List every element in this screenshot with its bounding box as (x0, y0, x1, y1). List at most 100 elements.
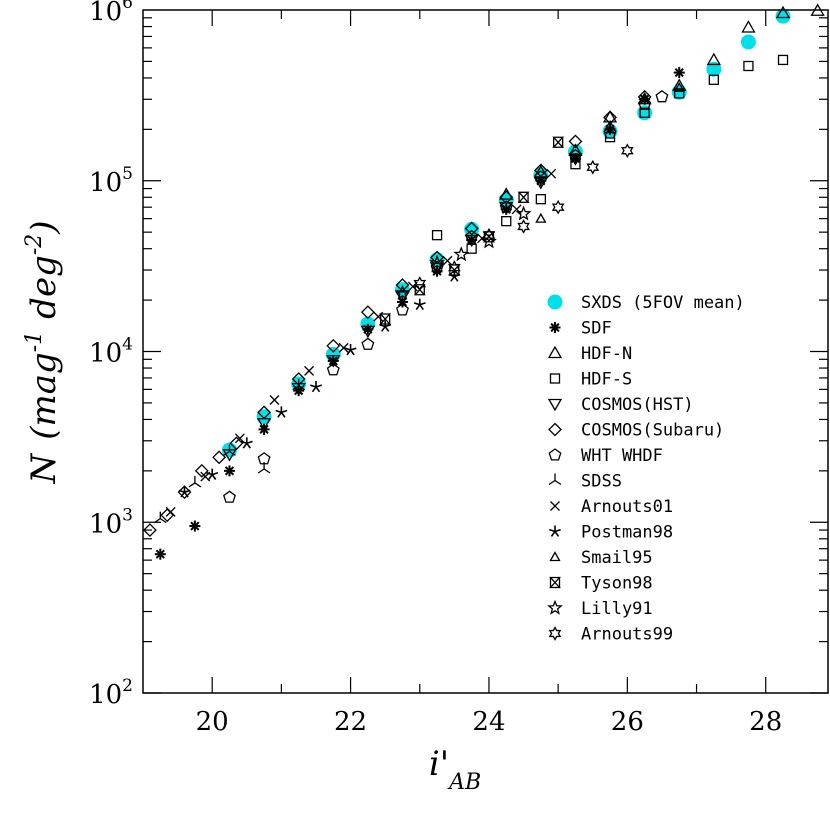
point-hdf-n (775, 5, 791, 19)
point-hdf-s (708, 74, 719, 85)
legend-entry-hdf-s: HDF-S (549, 370, 632, 390)
legend-marker-hdf-n (547, 345, 563, 359)
point-postman98 (240, 437, 253, 449)
point-cosmos-subaru (603, 110, 617, 125)
point-cosmos-subaru (194, 463, 209, 478)
point-cosmos-subaru (212, 450, 227, 465)
series-sdss (153, 378, 306, 524)
legend-label-tyson98: Tyson98 (581, 574, 653, 594)
point-lilly91 (515, 205, 532, 221)
point-postman98 (310, 380, 322, 393)
legend-marker-tyson98 (549, 576, 561, 589)
point-cosmos-subaru (430, 250, 444, 265)
point-sxds-5fov-mean (533, 167, 549, 183)
point-cosmos-subaru (637, 89, 652, 104)
point-cosmos-hst (533, 177, 548, 190)
legend-entry-hdf-n: HDF-N (547, 344, 632, 364)
point-wht-whdf (568, 148, 582, 162)
point-cosmos-subaru (499, 190, 514, 205)
point-smail95 (604, 119, 616, 130)
point-sdf (327, 355, 339, 367)
legend-label-postman98: Postman98 (581, 523, 673, 543)
point-hdf-s (570, 159, 581, 170)
legend-entry-arnouts01: Arnouts01 (550, 497, 673, 517)
x-tick-label: 22 (334, 707, 367, 737)
point-smail95 (673, 82, 685, 93)
point-hdf-s (604, 132, 616, 143)
point-wht-whdf (430, 260, 444, 274)
point-postman98 (178, 486, 191, 498)
point-hdf-n (672, 78, 687, 91)
point-cosmos-subaru (326, 338, 341, 353)
legend-marker-postman98 (549, 525, 561, 537)
legend-label-wht-whdf: WHT WHDF (581, 446, 663, 466)
point-cosmos-hst (464, 234, 479, 248)
point-lilly91 (394, 284, 411, 300)
legend-marker-arnouts99 (548, 626, 562, 641)
point-arnouts01 (165, 506, 176, 517)
point-arnouts99 (482, 227, 496, 243)
point-hdf-s (777, 54, 789, 66)
y-tick-label: 104 (89, 335, 133, 369)
point-hdf-s (674, 88, 685, 99)
y-tick-label: 103 (89, 505, 133, 539)
point-cosmos-hst (326, 354, 341, 368)
legend-marker-cosmos-hst (547, 398, 563, 412)
point-tyson98 (379, 313, 392, 325)
point-wht-whdf (638, 97, 652, 110)
legend-marker-sxds-5fov-mean (547, 294, 563, 310)
legend-entry-cosmos-subaru: COSMOS(Subaru) (548, 421, 724, 441)
point-cosmos-subaru (395, 278, 410, 292)
x-tick-label: 20 (196, 707, 229, 737)
point-sdf (189, 520, 201, 532)
point-cosmos-subaru (360, 305, 375, 320)
legend-entry-lilly91: Lilly91 (547, 599, 653, 619)
legend-marker-hdf-s (549, 373, 561, 384)
data-marks (142, 3, 825, 560)
point-cosmos-subaru (257, 405, 272, 420)
point-sxds-5fov-mean (256, 409, 272, 425)
series-lilly91 (394, 205, 532, 300)
legend-marker-sdf (549, 322, 561, 333)
point-wht-whdf (534, 170, 548, 183)
legend-label-arnouts01: Arnouts01 (581, 497, 673, 517)
point-tyson98 (517, 191, 530, 203)
point-arnouts99 (586, 159, 600, 175)
point-arnouts01 (546, 168, 557, 179)
series-arnouts99 (413, 143, 634, 291)
legend-marker-cosmos-subaru (548, 422, 562, 437)
x-tick-label: 26 (611, 707, 644, 737)
point-arnouts99 (551, 199, 565, 215)
point-sxds-5fov-mean (637, 105, 653, 121)
point-hdf-s (501, 215, 512, 227)
series-smail95 (535, 82, 685, 223)
legend-label-cosmos-hst: COSMOS(HST) (581, 395, 694, 415)
series-hdf-s (431, 54, 789, 254)
point-postman98 (275, 406, 288, 418)
point-wht-whdf (395, 303, 409, 316)
point-cosmos-subaru (142, 523, 157, 537)
x-axis-label: i'AB (429, 744, 481, 795)
point-hdf-s (535, 194, 547, 205)
legend-entry-sxds-5fov-mean: SXDS (5FOV mean) (547, 293, 745, 313)
series-postman98 (178, 270, 461, 498)
point-sdf (673, 67, 685, 79)
y-tick-label: 106 (89, 0, 133, 27)
point-smail95 (535, 212, 547, 223)
point-cosmos-subaru (229, 436, 244, 451)
point-hdf-s (431, 230, 443, 241)
legend-entry-sdf: SDF (549, 319, 612, 339)
legend-marker-smail95 (549, 551, 561, 562)
series-arnouts01 (165, 168, 557, 517)
legend-entry-arnouts99: Arnouts99 (548, 625, 673, 645)
point-hdf-n (637, 91, 652, 105)
point-arnouts01 (442, 255, 453, 266)
point-hdf-n (568, 143, 583, 156)
x-tick-label: 24 (472, 707, 505, 737)
point-postman98 (344, 344, 357, 356)
point-lilly91 (429, 254, 445, 270)
point-wht-whdf (465, 229, 479, 243)
y-axis-label: N(mag-1deg-2) (22, 220, 64, 484)
point-arnouts01 (511, 204, 522, 215)
